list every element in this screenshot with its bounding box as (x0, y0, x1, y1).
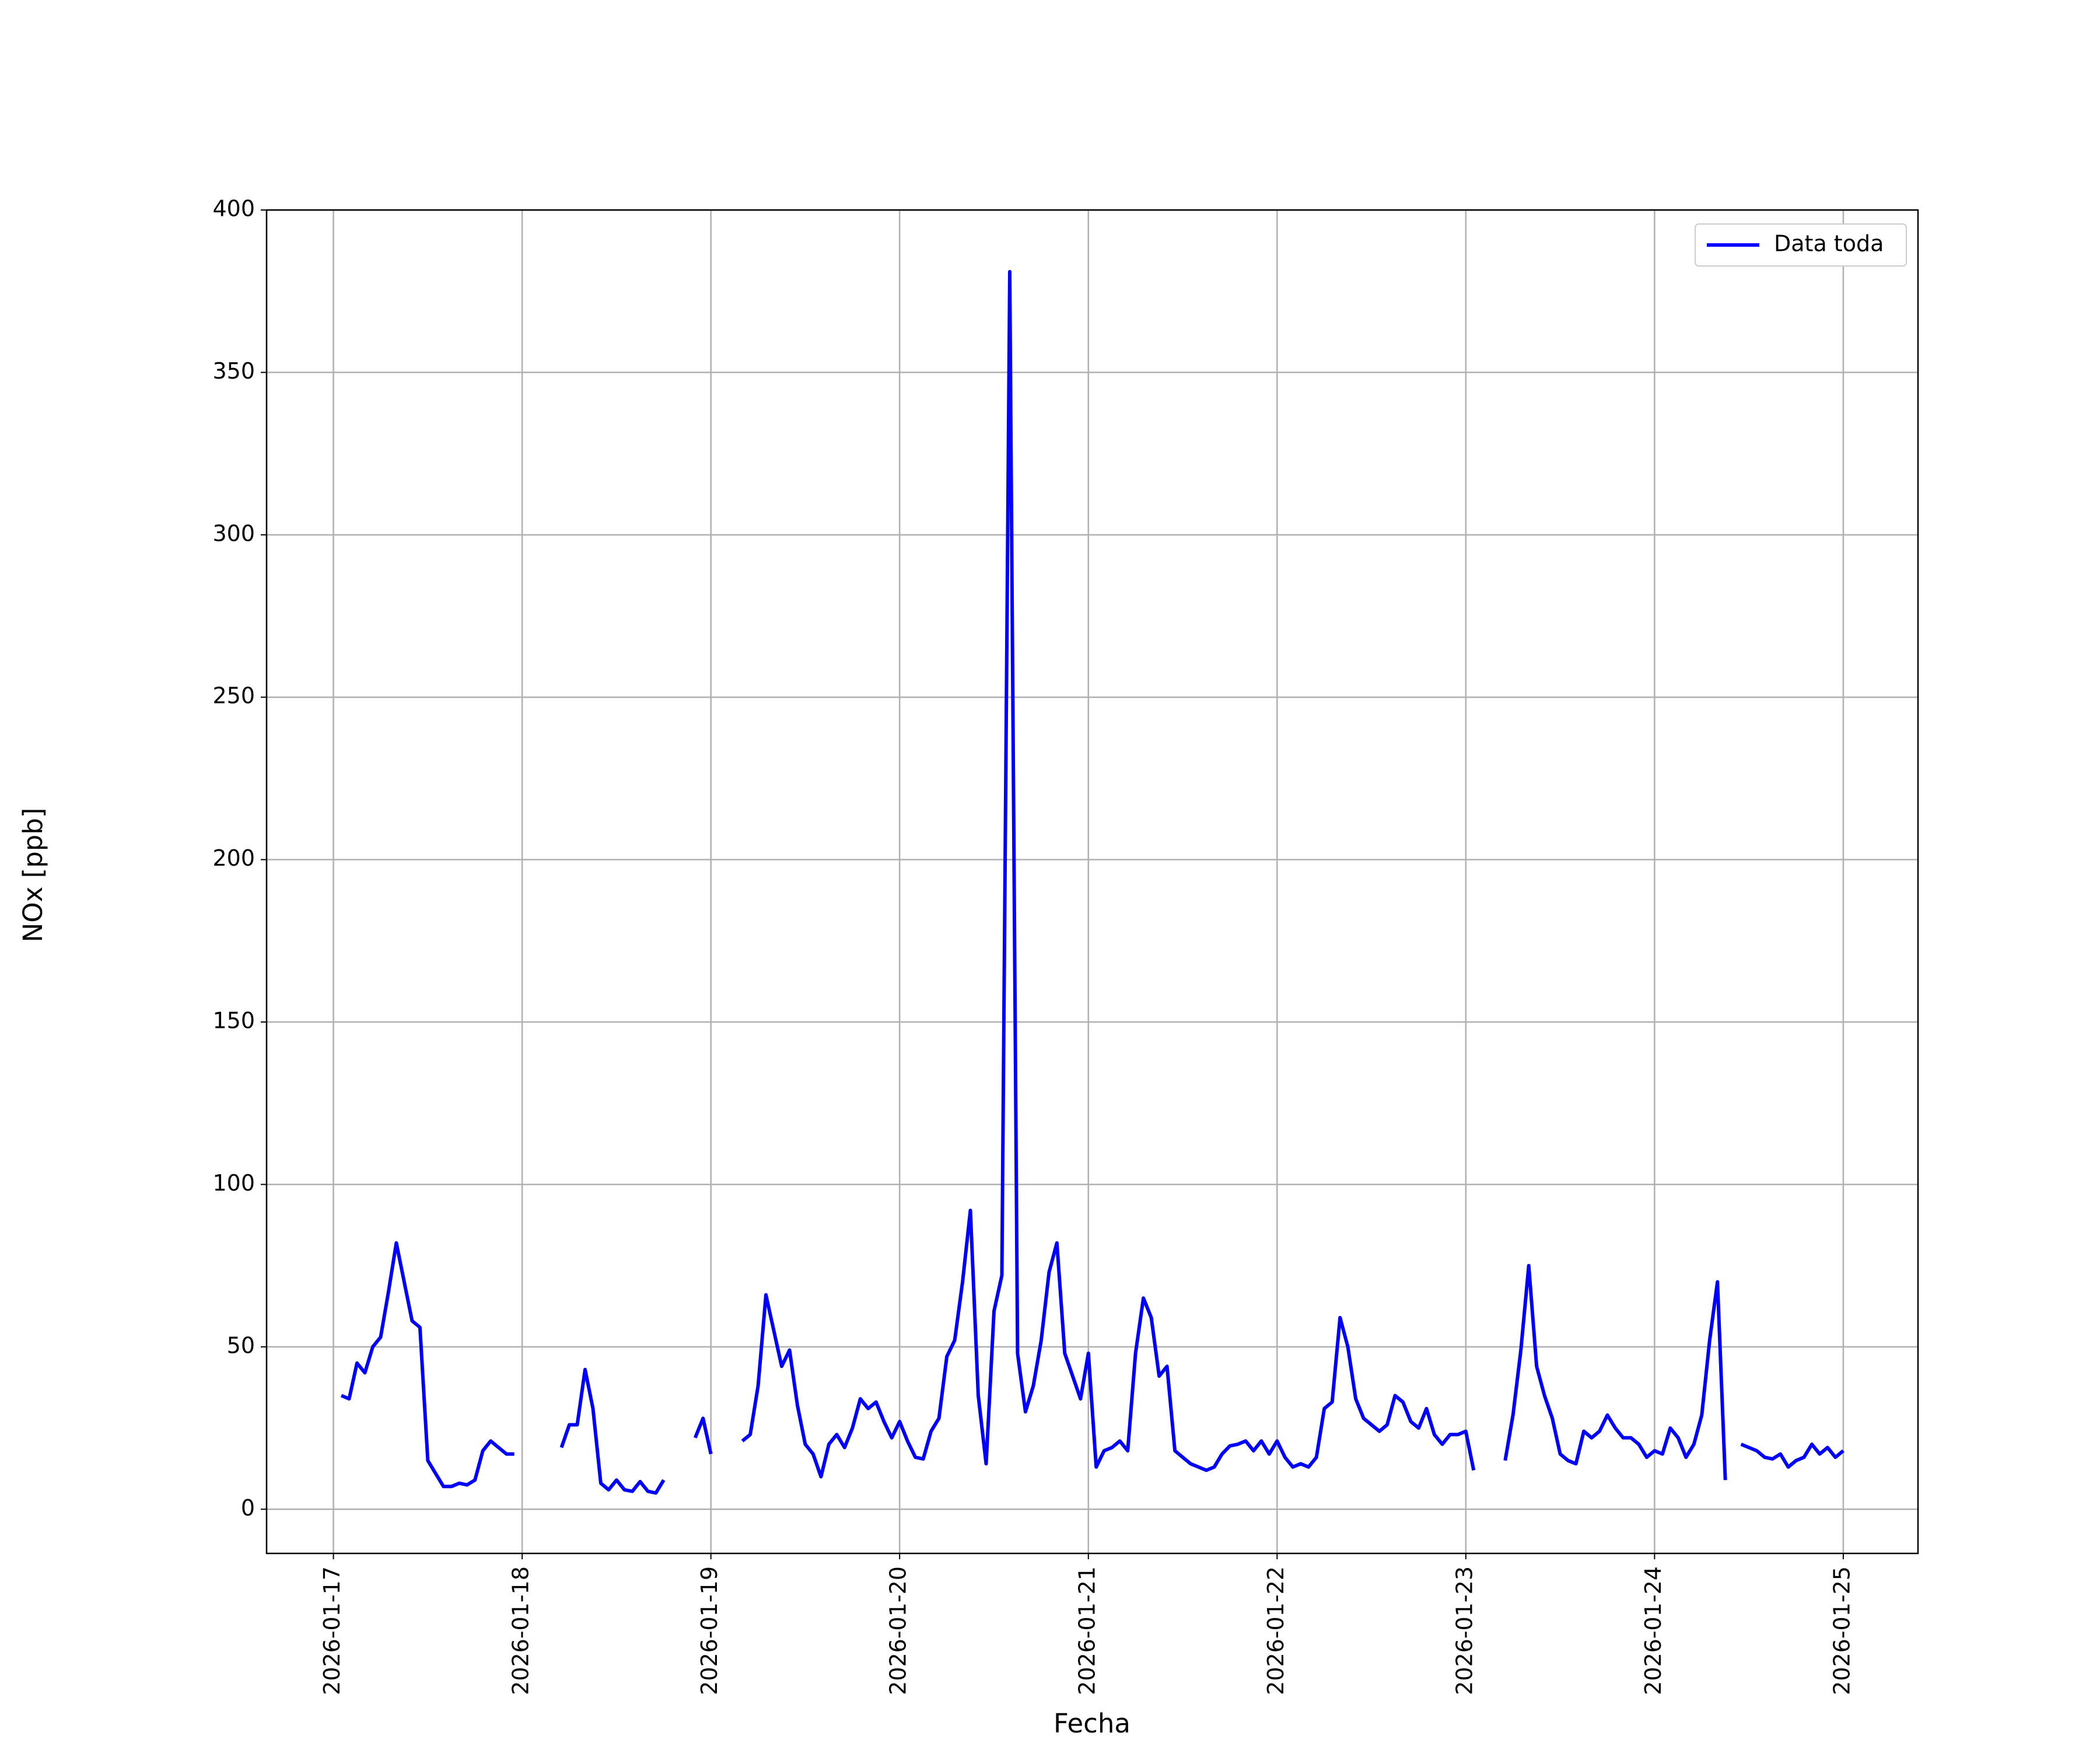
x-tick-label: 2026-01-17 (319, 1566, 345, 1695)
y-tick-label: 350 (212, 358, 255, 384)
x-tick-label: 2026-01-18 (508, 1566, 534, 1695)
y-tick-label: 300 (212, 520, 255, 546)
x-tick-label: 2026-01-21 (1074, 1566, 1100, 1695)
y-tick-label: 50 (227, 1332, 255, 1358)
y-tick-label: 0 (241, 1495, 255, 1521)
x-tick-label: 2026-01-22 (1263, 1566, 1289, 1695)
x-tick-label: 2026-01-20 (886, 1566, 911, 1695)
y-tick-label: 200 (212, 845, 255, 871)
plot-frame (265, 209, 1919, 1555)
y-tick-label: 100 (212, 1170, 255, 1196)
y-tick-label: 400 (212, 196, 255, 222)
x-axis-label: Fecha (1054, 1708, 1130, 1739)
x-tick-label: 2026-01-23 (1451, 1566, 1477, 1695)
y-tick-label: 250 (212, 683, 255, 709)
y-axis-label: NOx [ppb] (18, 808, 48, 943)
x-tick-label: 2026-01-24 (1640, 1566, 1666, 1695)
x-tick-label: 2026-01-25 (1829, 1566, 1854, 1695)
legend-box (1695, 223, 1907, 267)
data-line (340, 270, 1845, 1495)
legend-label: Data toda (1774, 231, 1884, 257)
x-tick-label: 2026-01-19 (696, 1566, 722, 1695)
y-tick-label: 150 (212, 1008, 255, 1034)
